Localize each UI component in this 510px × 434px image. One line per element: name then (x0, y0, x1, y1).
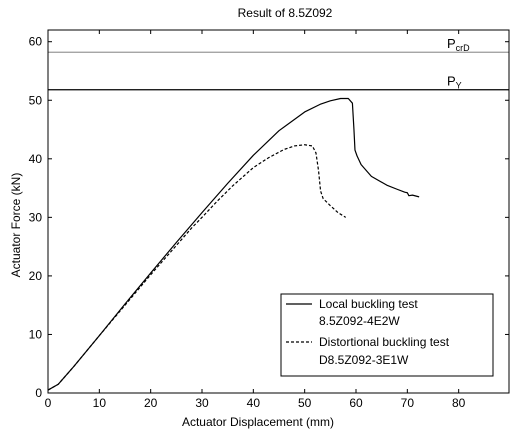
legend-label-distortional: Distortional buckling test (319, 335, 450, 349)
reference-line-label-main: P (447, 74, 456, 89)
x-tick-label: 30 (195, 396, 209, 410)
y-tick-label: 0 (35, 386, 42, 400)
x-tick-label: 0 (45, 396, 52, 410)
x-tick-label: 50 (298, 396, 312, 410)
y-tick-label: 10 (29, 327, 43, 341)
legend-label-local: Local buckling test (319, 297, 418, 311)
reference-line-label-subscript: Y (456, 81, 462, 91)
series-lines (47, 97, 420, 391)
y-axis-label: Actuator Force (kN) (9, 173, 23, 278)
y-tick-label: 50 (29, 93, 43, 107)
legend-label-distortional-2: D8.5Z092-3E1W (319, 353, 409, 367)
series-line-local-buckling (47, 97, 420, 391)
reference-line-label: PY (447, 74, 462, 91)
x-tick-label: 60 (349, 396, 363, 410)
y-tick-label: 40 (29, 152, 43, 166)
x-tick-label: 20 (144, 396, 158, 410)
y-tick-label: 20 (29, 269, 43, 283)
x-tick-label: 40 (247, 396, 261, 410)
y-tick-label: 60 (29, 35, 43, 49)
reference-line-label-subscript: crD (456, 43, 470, 53)
plot-area-frame (47, 29, 510, 394)
reference-line-label: PcrD (447, 36, 470, 53)
chart-title: Result of 8.5Z092 (238, 6, 333, 20)
x-tick-label: 80 (452, 396, 466, 410)
ticks: 0 10 20 30 40 50 60 70 80 0 10 20 30 40 50 60 (29, 30, 509, 410)
legend: Local buckling test 8.5Z092-4E2W Distort… (280, 293, 494, 377)
x-tick-label: 70 (401, 396, 415, 410)
legend-label-local-2: 8.5Z092-4E2W (319, 314, 400, 328)
y-tick-label: 30 (29, 210, 43, 224)
series-line-distortional-buckling (47, 144, 347, 391)
x-tick-label: 10 (93, 396, 107, 410)
x-axis-label: Actuator Displacement (mm) (182, 415, 334, 429)
legend-box (280, 293, 494, 377)
reference-line-label-main: P (447, 36, 456, 51)
